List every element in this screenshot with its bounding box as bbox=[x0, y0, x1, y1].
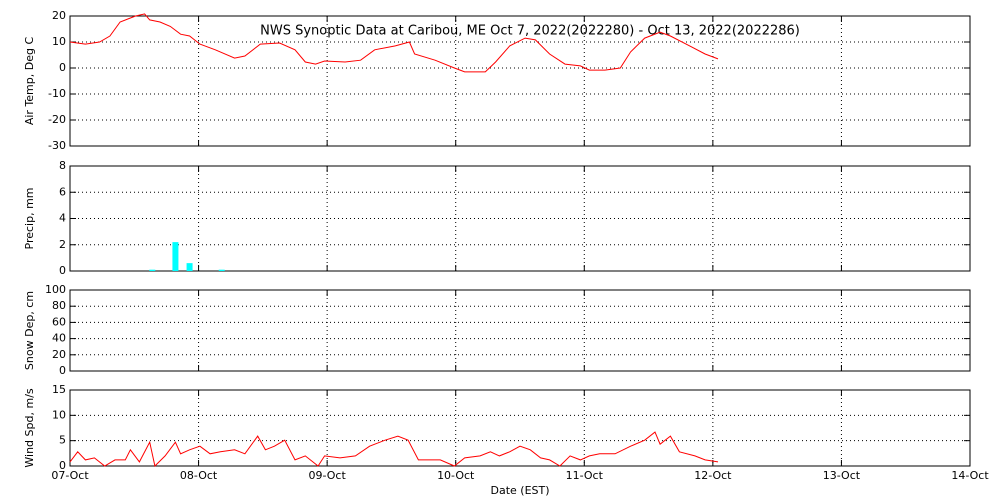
y-axis-label: Wind Spd, m/s bbox=[23, 388, 36, 468]
y-tick-label: 2 bbox=[59, 238, 66, 251]
plot-frame bbox=[69, 165, 971, 272]
x-tick-label: 09-Oct bbox=[308, 469, 346, 482]
y-tick-label: -20 bbox=[48, 113, 66, 126]
x-tick-label: 14-Oct bbox=[951, 469, 989, 482]
plot-frame bbox=[69, 389, 971, 467]
y-tick-label: 0 bbox=[59, 459, 66, 472]
y-tick-label: 100 bbox=[45, 283, 66, 296]
x-tick-label: 13-Oct bbox=[823, 469, 861, 482]
y-tick-label: 6 bbox=[59, 185, 66, 198]
x-axis-label: Date (EST) bbox=[490, 484, 549, 497]
bar bbox=[149, 269, 156, 271]
y-tick-label: 0 bbox=[59, 364, 66, 377]
y-tick-label: 40 bbox=[52, 332, 66, 345]
y-axis-label: Air Temp, Deg C bbox=[23, 37, 36, 126]
y-tick-label: 60 bbox=[52, 315, 66, 328]
y-tick-label: 10 bbox=[52, 35, 66, 48]
x-tick-label: 07-Oct bbox=[51, 469, 89, 482]
y-tick-label: 80 bbox=[52, 299, 66, 312]
y-tick-label: 8 bbox=[59, 159, 66, 172]
y-tick-label: -10 bbox=[48, 87, 66, 100]
bar bbox=[218, 269, 225, 271]
y-tick-label: 4 bbox=[59, 212, 66, 225]
x-tick-label: 10-Oct bbox=[437, 469, 475, 482]
y-axis-label: Precip, mm bbox=[23, 188, 36, 250]
x-tick-label: 08-Oct bbox=[180, 469, 218, 482]
bar bbox=[172, 242, 179, 271]
y-tick-label: 20 bbox=[52, 348, 66, 361]
plot-frame bbox=[69, 289, 971, 372]
data-line bbox=[69, 431, 719, 467]
y-tick-label: 0 bbox=[59, 61, 66, 74]
y-tick-label: 20 bbox=[52, 9, 66, 22]
y-tick-label: 0 bbox=[59, 264, 66, 277]
x-tick-label: 12-Oct bbox=[694, 469, 732, 482]
y-axis-label: Snow Dep, cm bbox=[23, 291, 36, 370]
data-line bbox=[69, 13, 719, 73]
chart-title: NWS Synoptic Data at Caribou, ME Oct 7, … bbox=[260, 24, 800, 39]
bar bbox=[186, 263, 193, 271]
y-tick-label: 10 bbox=[52, 408, 66, 421]
plot-frame bbox=[69, 15, 971, 147]
y-tick-label: 5 bbox=[59, 434, 66, 447]
y-tick-label: 15 bbox=[52, 383, 66, 396]
x-tick-label: 11-Oct bbox=[566, 469, 604, 482]
y-tick-label: -30 bbox=[48, 139, 66, 152]
